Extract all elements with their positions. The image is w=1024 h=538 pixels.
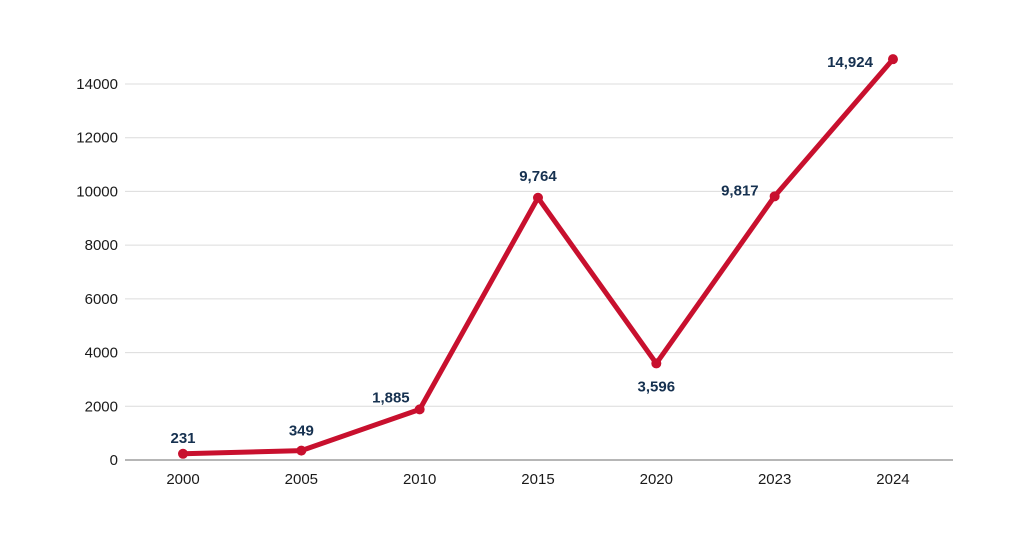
x-axis-tick-label: 2024 — [876, 471, 909, 488]
x-axis-tick-label: 2023 — [758, 471, 791, 488]
data-point-marker — [296, 445, 307, 456]
data-line — [182, 57, 895, 457]
data-point-marker — [178, 448, 188, 459]
data-point-marker — [887, 54, 898, 65]
data-point-marker — [414, 404, 425, 415]
y-axis-tick-label: 14000 — [76, 76, 118, 93]
x-axis-tick-label: 2000 — [166, 471, 199, 488]
x-axis-tick-label: 2015 — [521, 471, 554, 488]
y-axis-tick-label: 12000 — [76, 130, 118, 147]
x-axis-tick-label: 2010 — [403, 471, 436, 488]
y-axis-tick-label: 6000 — [85, 291, 118, 308]
data-point-marker — [651, 358, 662, 369]
data-point-label: 231 — [170, 430, 195, 447]
y-axis-tick-label: 2000 — [85, 398, 118, 415]
data-point-marker — [532, 192, 543, 203]
data-point-label: 9,817 — [721, 182, 759, 199]
y-axis-tick-label: 10000 — [76, 183, 118, 200]
data-point-marker — [769, 191, 780, 202]
data-point-label: 9,764 — [519, 168, 557, 185]
y-axis-tick-label: 4000 — [85, 345, 118, 362]
y-axis-tick-label: 0 — [110, 452, 118, 469]
y-axis-tick-label: 8000 — [85, 237, 118, 254]
data-point-label: 14,924 — [827, 54, 874, 71]
data-point-label: 349 — [289, 423, 314, 440]
x-axis-tick-label: 2005 — [285, 471, 318, 488]
data-point-label: 1,885 — [372, 389, 410, 406]
x-axis-tick-label: 2020 — [640, 471, 673, 488]
data-point-label: 3,596 — [638, 378, 676, 395]
